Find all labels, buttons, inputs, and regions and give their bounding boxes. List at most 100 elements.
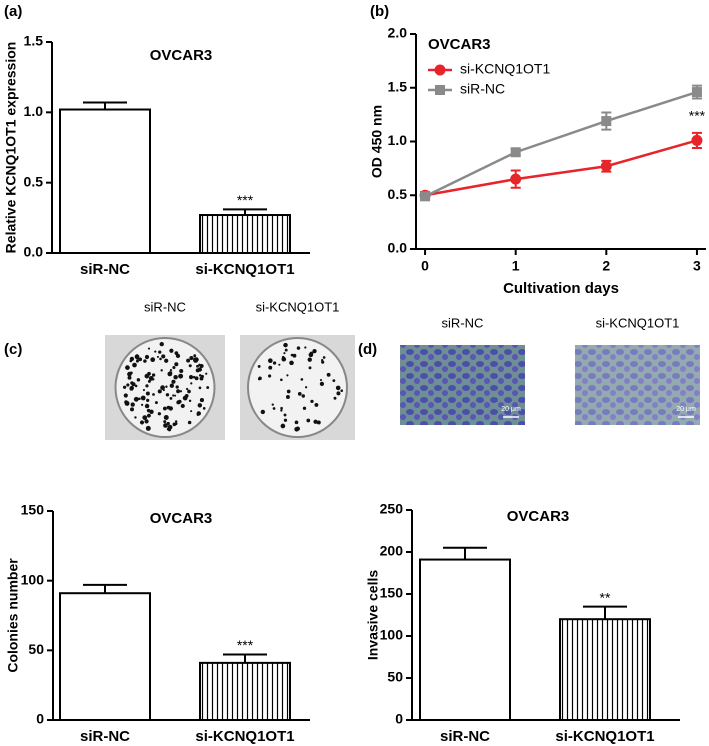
colony [172, 365, 176, 370]
legend-label: si-KCNQ1OT1 [460, 61, 550, 77]
colony [167, 371, 173, 377]
colony [125, 365, 130, 370]
colony [143, 359, 147, 363]
colony [188, 364, 192, 368]
colony [177, 399, 182, 404]
colony [321, 360, 325, 364]
chart-title: OVCAR3 [507, 508, 570, 525]
colony [188, 399, 192, 403]
x-tick-label: siR-NC [440, 728, 490, 745]
colony [302, 406, 307, 410]
colony [310, 399, 314, 404]
colony [147, 379, 151, 383]
y-axis-label: OD 450 nm [369, 105, 385, 178]
bar [199, 214, 291, 255]
colony [307, 357, 312, 362]
cell-photo [400, 345, 525, 425]
colony [198, 374, 202, 377]
colony [193, 354, 197, 358]
bar [419, 558, 511, 721]
colony [124, 400, 128, 404]
colony [179, 390, 183, 393]
scale-bar-label: 20 μm [676, 406, 696, 413]
y-axis-label: Invasive cells [365, 570, 381, 661]
colony [194, 376, 199, 381]
significance: *** [237, 192, 254, 208]
colony [174, 420, 178, 423]
colony [196, 364, 199, 368]
colony [280, 406, 283, 410]
colony [174, 375, 178, 379]
colony [332, 379, 336, 383]
colony [162, 406, 167, 411]
colony [267, 358, 273, 364]
y-tick-label: 1.5 [24, 33, 44, 49]
significance: *** [689, 108, 706, 124]
colony [147, 347, 151, 350]
colony [165, 385, 168, 388]
colony [199, 398, 204, 403]
colony [190, 382, 193, 385]
colony [163, 423, 168, 428]
colony [187, 420, 192, 425]
y-axis-label: Colonies number [5, 558, 21, 673]
image-label: siR-NC [442, 315, 484, 330]
colony [123, 393, 128, 398]
colony [146, 398, 150, 402]
colony [138, 397, 141, 401]
colony [278, 363, 281, 366]
colony [189, 355, 194, 361]
colony [272, 407, 276, 410]
y-tick-label: 100 [380, 627, 404, 643]
colony [186, 358, 191, 363]
colony [122, 385, 127, 389]
colony [320, 359, 324, 362]
colony [159, 357, 162, 361]
colony [145, 384, 149, 388]
colony [182, 395, 188, 401]
colony [174, 422, 178, 426]
colony [165, 393, 170, 397]
colony [168, 406, 173, 411]
colony [161, 354, 166, 359]
y-tick-label: 0.5 [388, 186, 408, 202]
x-axis-label: Cultivation days [503, 280, 619, 297]
colony [139, 420, 145, 425]
colony [304, 346, 307, 349]
colony [141, 403, 144, 406]
colony [197, 403, 203, 408]
colony [187, 389, 191, 394]
colony [198, 363, 201, 367]
colony [151, 373, 156, 377]
panel-label: (a) [4, 3, 22, 20]
marker [691, 87, 702, 98]
colony [280, 409, 283, 412]
colony [190, 410, 193, 413]
colony [333, 396, 337, 400]
y-tick-label: 250 [380, 501, 404, 517]
colony [257, 365, 261, 368]
colony [176, 389, 181, 394]
colony [126, 383, 130, 387]
colony [188, 375, 194, 380]
cell-photo [575, 345, 700, 425]
colony [316, 420, 321, 425]
x-tick-label: si-KCNQ1OT1 [195, 261, 294, 278]
colony [145, 425, 151, 431]
colony [169, 348, 174, 353]
colony [205, 372, 208, 375]
colony [175, 353, 181, 358]
colony [268, 374, 272, 378]
colony [142, 388, 146, 392]
colony [160, 385, 165, 391]
colony [164, 358, 169, 363]
colony [292, 353, 297, 358]
colony [197, 367, 202, 372]
x-tick-label: si-KCNQ1OT1 [555, 728, 654, 745]
colony [285, 395, 290, 399]
colony [172, 394, 175, 397]
colony [193, 357, 199, 363]
colony [132, 362, 137, 368]
colony [206, 386, 210, 389]
colony [134, 384, 138, 388]
